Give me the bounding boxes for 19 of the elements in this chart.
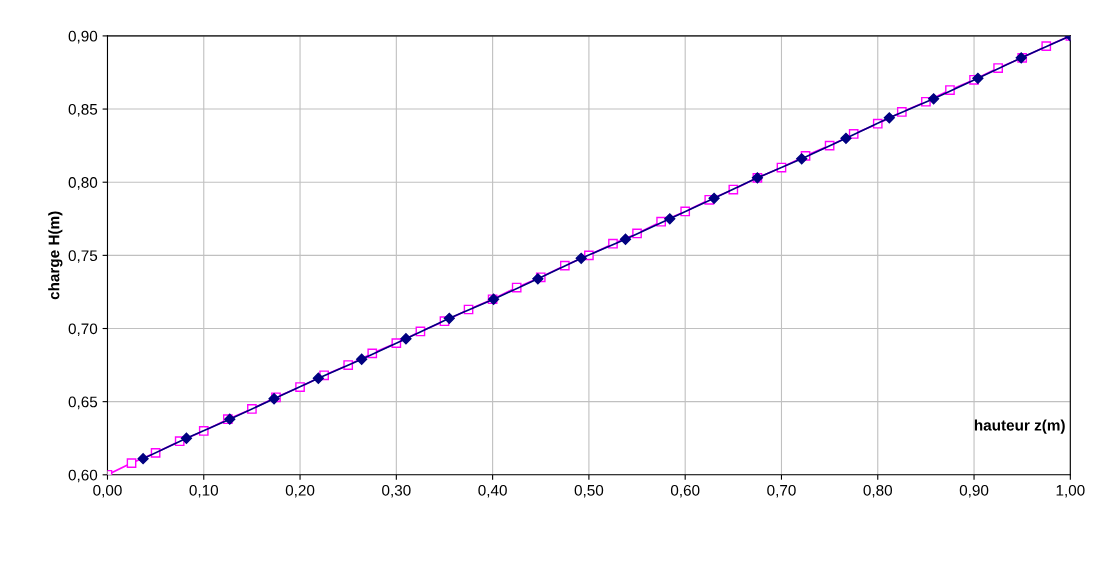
y-tick-label: 0,75 [68,250,98,263]
y-tick-label: 0,90 [68,30,98,44]
x-tick-label: 0,40 [478,484,507,498]
y-tick-label: 0,65 [68,396,98,410]
x-tick-label: 1,00 [1056,484,1085,498]
y-tick-label: 0,70 [68,323,98,336]
x-tick-label: 0,80 [863,484,893,498]
x-tick-label: 0,60 [670,484,700,498]
y-tick-label: 0,85 [68,103,98,117]
x-tick-label: 0,90 [959,484,989,498]
y-tick-label: 0,60 [68,469,98,483]
x-tick-label: 0,00 [93,484,122,498]
x-tick-label: 0,20 [285,484,315,498]
x-tick-label: 0,50 [574,484,604,498]
y-axis-title: charge H(m) [48,211,63,300]
x-tick-label: 0,70 [767,484,796,498]
y-tick-label: 0,80 [68,177,98,190]
x-tick-label: 0,30 [382,484,411,498]
x-tick-label: 0,10 [189,484,219,498]
